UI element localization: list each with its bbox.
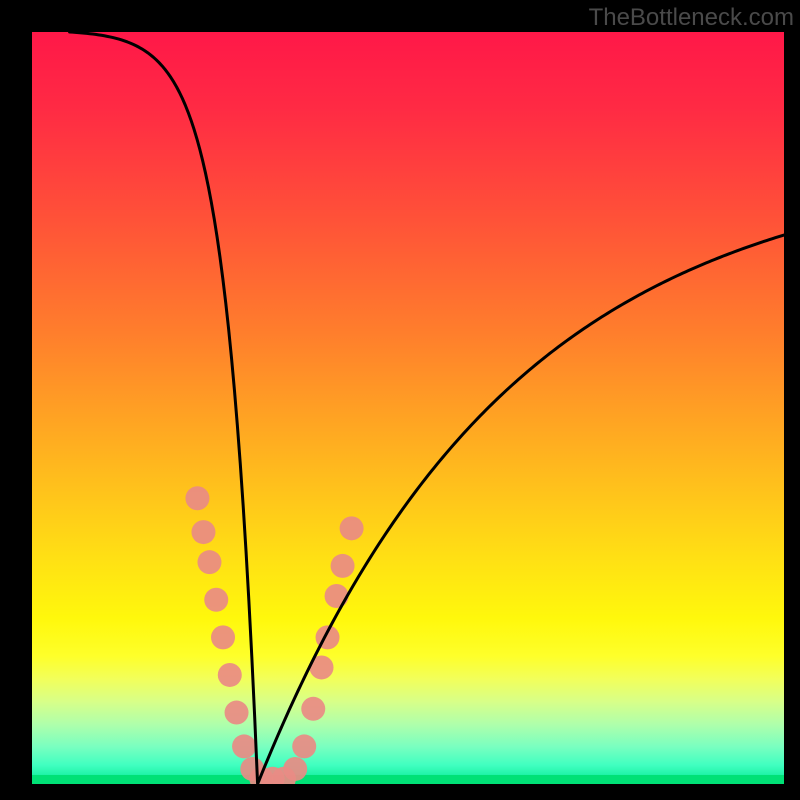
chart-svg	[0, 0, 800, 800]
watermark-text: TheBottleneck.com	[589, 4, 794, 32]
plot-background	[32, 32, 784, 784]
bottom-band	[32, 775, 784, 784]
bottleneck-chart: TheBottleneck.com	[0, 0, 800, 800]
